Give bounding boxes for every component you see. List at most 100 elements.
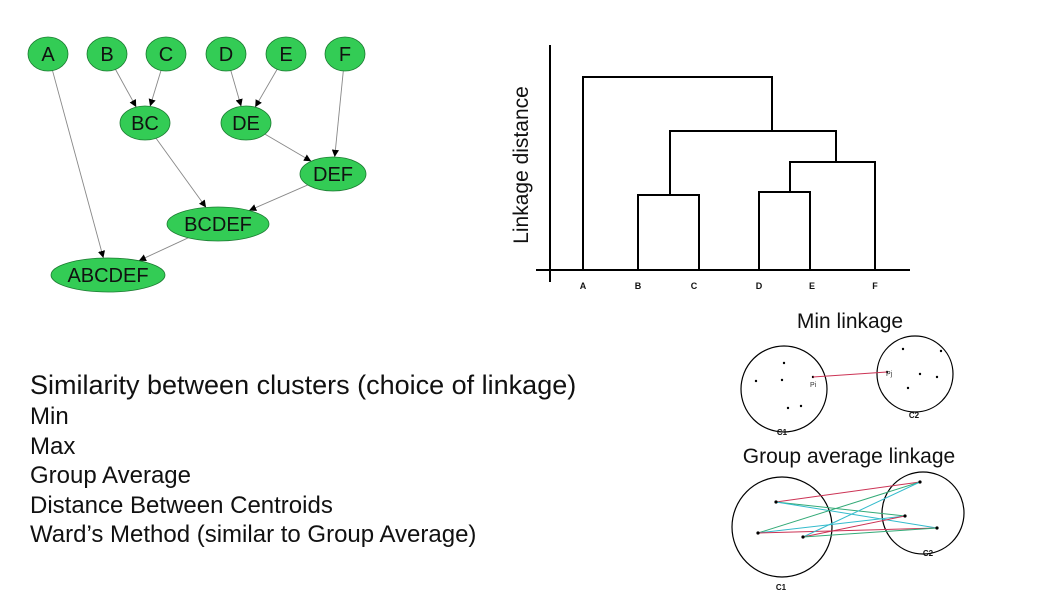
tree-node-f: F [324,36,366,72]
leaf-label-d: D [756,281,763,291]
pairwise-line [802,481,921,538]
data-point [801,535,805,539]
linkage-options-list: Min Max Group Average Distance Between C… [30,402,710,550]
dendrogram-link [637,194,700,270]
tree-edge [52,70,105,259]
dendrogram-link [758,191,811,270]
data-point [918,480,922,484]
leaf-label-a: A [580,281,587,291]
leaf-label-b: B [635,281,642,291]
tree-node-bcdef: BCDEF [166,206,270,242]
c1-points [754,361,815,410]
leaf-label-f: F [872,281,878,291]
tree-node-shape [119,105,171,141]
tree-edge [254,69,278,108]
tree-node-label: ABCDEF [67,265,148,287]
tree-node-b: B [86,36,128,72]
tree-edge [331,70,344,158]
data-point [780,378,784,382]
data-point [935,526,939,530]
tree-node-shape [86,36,128,72]
tree-node-shape [299,156,367,192]
data-point [782,361,786,365]
linkage-text-block: Similarity between clusters (choice of l… [30,369,710,550]
linkage-option: Max [30,432,76,460]
tree-node-label: A [41,44,55,66]
data-point [906,386,910,390]
data-point [774,500,778,504]
tree-node-label: DEF [313,164,353,186]
tree-edge [230,70,243,107]
tree-node-shape [166,206,270,242]
data-point [918,372,922,376]
tree-edge [115,69,137,108]
data-point [901,347,905,351]
tree-edge [248,184,308,211]
tree-node-c: C [145,36,187,72]
tree-node-shape [265,36,307,72]
group-average-title: Group average linkage [743,445,955,468]
tree-node-label: E [279,44,292,66]
tree-node-shape [220,105,272,141]
cluster-c2-label: C2 [909,411,920,420]
pairwise-line [775,501,906,517]
tree-node-shape [145,36,187,72]
c2-points [885,347,943,390]
tree-node-d: D [205,36,247,72]
data-point [939,349,943,353]
min-linkage-title: Min linkage [797,310,903,333]
tree-node-a: A [27,36,69,72]
cluster-c1-label: C1 [776,583,787,592]
dendrogram-link [582,76,773,270]
cluster-c1-label: C1 [777,428,788,437]
pairwise-links [757,481,938,538]
tree-node-abcdef: ABCDEF [50,257,166,293]
tree-node-label: BC [131,113,159,135]
data-point [799,404,803,408]
pairwise-line [757,515,906,534]
pairwise-line [757,527,938,534]
tree-node-shape [27,36,69,72]
linkage-option: Min [30,403,69,430]
min-linkage-diagram: Min linkage Pi Pj C1 C2 [740,310,954,437]
tree-node-label: BCDEF [184,214,252,236]
cluster-c1 [731,476,833,578]
leaf-label-c: C [691,281,698,291]
dendrogram-link [669,130,837,195]
tree-edge [148,70,162,107]
data-point [903,514,907,518]
data-point [756,531,760,535]
data-point [786,406,790,410]
group-average-linkage-diagram: Group average linkage C1 C2 [731,445,965,592]
tree-node-def: DEF [299,156,367,192]
linkage-option: Distance Between Centroids [30,491,333,519]
pairwise-line [802,527,938,538]
pairwise-line [775,501,938,529]
tree-node-e: E [265,36,307,72]
tree-node-shape [205,36,247,72]
tree-node-de: DE [220,105,272,141]
tree-node-shape [324,36,366,72]
dendrogram-link [789,161,876,270]
point-pj-label: Pj [886,371,893,378]
cluster-points [756,480,939,539]
dendrogram: Linkage distance A B C D E F [510,45,910,291]
tree-edge [264,133,312,162]
dendrogram-links [582,76,876,270]
min-distance-line [812,371,888,378]
linkage-heading: Similarity between clusters (choice of l… [30,370,577,400]
tree-edge [138,237,189,262]
cluster-c2 [881,471,965,555]
cluster-c2-label: C2 [923,549,934,558]
tree-node-label: D [219,44,233,66]
tree-node-shape [50,257,166,293]
pairwise-line [802,515,906,538]
cluster-c1 [740,345,828,433]
linkage-option: Ward’s Method (similar to Group Average) [30,521,477,548]
pairwise-line [775,481,921,503]
pairwise-line [757,481,921,534]
leaf-label-e: E [809,281,815,291]
y-axis-title: Linkage distance [510,86,533,244]
tree-node-label: B [100,44,113,66]
